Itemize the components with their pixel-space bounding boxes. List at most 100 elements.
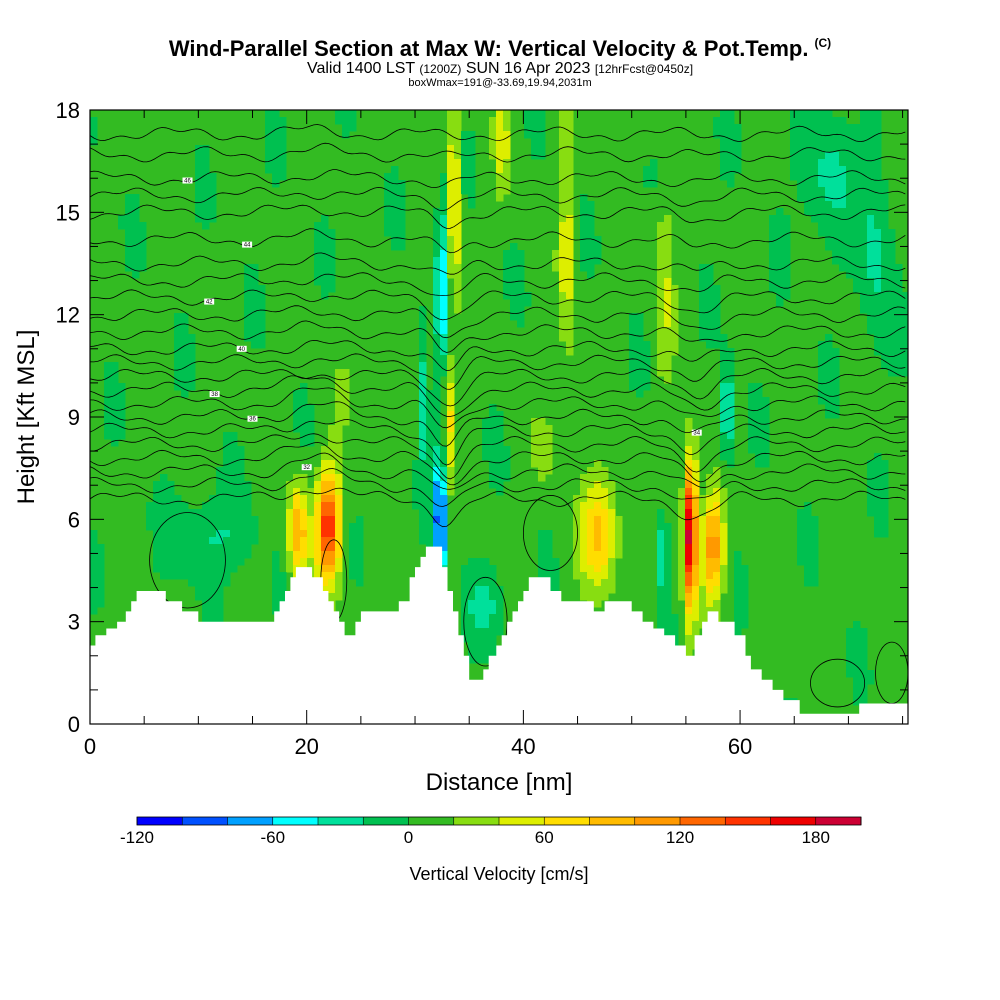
field-cell xyxy=(587,593,595,601)
field-cell xyxy=(496,418,504,426)
field-cell xyxy=(132,257,140,265)
field-cell xyxy=(720,586,728,594)
field-cell xyxy=(342,369,350,377)
field-cell xyxy=(482,453,490,461)
field-cell xyxy=(825,383,833,391)
field-cell xyxy=(328,425,336,433)
field-cell xyxy=(174,565,182,573)
field-cell xyxy=(839,222,847,230)
field-cell xyxy=(307,516,315,524)
field-cell xyxy=(328,509,336,517)
field-cell xyxy=(587,502,595,510)
field-cell xyxy=(573,523,581,531)
field-cell xyxy=(692,607,700,615)
field-cell xyxy=(566,313,574,321)
colorbar-bin xyxy=(408,817,455,825)
field-cell xyxy=(699,271,707,279)
isentrope-line xyxy=(90,433,906,480)
field-cell xyxy=(832,236,840,244)
field-cell xyxy=(531,117,539,125)
field-cell xyxy=(440,502,448,510)
field-cell xyxy=(650,166,658,174)
colorbar-bin xyxy=(770,817,817,825)
field-cell xyxy=(167,502,175,510)
field-cell xyxy=(300,397,308,405)
field-cell xyxy=(335,425,343,433)
field-cell xyxy=(825,243,833,251)
field-cell xyxy=(657,523,665,531)
field-cell xyxy=(454,229,462,237)
field-cell xyxy=(685,572,693,580)
field-cell xyxy=(524,292,532,300)
field-cell xyxy=(244,502,252,510)
field-cell xyxy=(706,586,714,594)
field-cell xyxy=(349,124,357,132)
field-cell xyxy=(517,257,525,265)
field-cell xyxy=(664,586,672,594)
field-cell xyxy=(300,404,308,412)
field-cell xyxy=(251,530,259,538)
field-cell xyxy=(594,502,602,510)
field-cell xyxy=(692,516,700,524)
field-cell xyxy=(286,495,294,503)
field-cell xyxy=(489,411,497,419)
field-cell xyxy=(482,593,490,601)
field-cell xyxy=(272,145,280,153)
field-cell xyxy=(314,530,322,538)
isentrope-label-bg xyxy=(204,298,215,305)
field-cell xyxy=(846,264,854,272)
field-cell xyxy=(762,418,770,426)
field-cell xyxy=(860,222,868,230)
field-cell xyxy=(853,698,861,706)
isentrope-label-bg xyxy=(182,177,193,184)
field-cell xyxy=(811,565,819,573)
field-cell xyxy=(153,488,161,496)
field-cell xyxy=(125,236,133,244)
field-cell xyxy=(650,180,658,188)
field-cell xyxy=(804,572,812,580)
field-cell xyxy=(839,194,847,202)
field-cell xyxy=(664,236,672,244)
field-cell xyxy=(272,131,280,139)
field-cell xyxy=(293,397,301,405)
field-cell xyxy=(335,586,343,594)
field-cell xyxy=(881,509,889,517)
field-cell xyxy=(664,264,672,272)
field-cell xyxy=(783,271,791,279)
field-cell xyxy=(678,530,686,538)
field-cell xyxy=(433,481,441,489)
field-cell xyxy=(223,544,231,552)
field-cell xyxy=(216,607,224,615)
field-cell xyxy=(160,523,168,531)
field-cell xyxy=(825,222,833,230)
field-cell xyxy=(209,593,217,601)
field-cell xyxy=(874,194,882,202)
field-cell xyxy=(195,572,203,580)
field-cell xyxy=(433,243,441,251)
field-cell xyxy=(496,586,504,594)
field-cell xyxy=(244,488,252,496)
field-cell xyxy=(580,201,588,209)
field-cell xyxy=(510,243,518,251)
field-cell xyxy=(860,271,868,279)
field-cell xyxy=(853,208,861,216)
field-cell xyxy=(440,285,448,293)
field-cell xyxy=(489,131,497,139)
field-cell xyxy=(825,187,833,195)
field-cell xyxy=(244,544,252,552)
field-cell xyxy=(489,404,497,412)
field-cell xyxy=(461,159,469,167)
field-cell xyxy=(853,264,861,272)
field-cell xyxy=(741,621,749,629)
field-cell xyxy=(104,411,112,419)
field-cell xyxy=(181,390,189,398)
field-cell xyxy=(230,523,238,531)
field-cell xyxy=(489,460,497,468)
field-cell xyxy=(503,264,511,272)
field-cell xyxy=(132,236,140,244)
field-cell xyxy=(867,208,875,216)
field-cell xyxy=(496,152,504,160)
field-cell xyxy=(174,341,182,349)
field-cell xyxy=(818,180,826,188)
field-cell xyxy=(454,110,462,118)
